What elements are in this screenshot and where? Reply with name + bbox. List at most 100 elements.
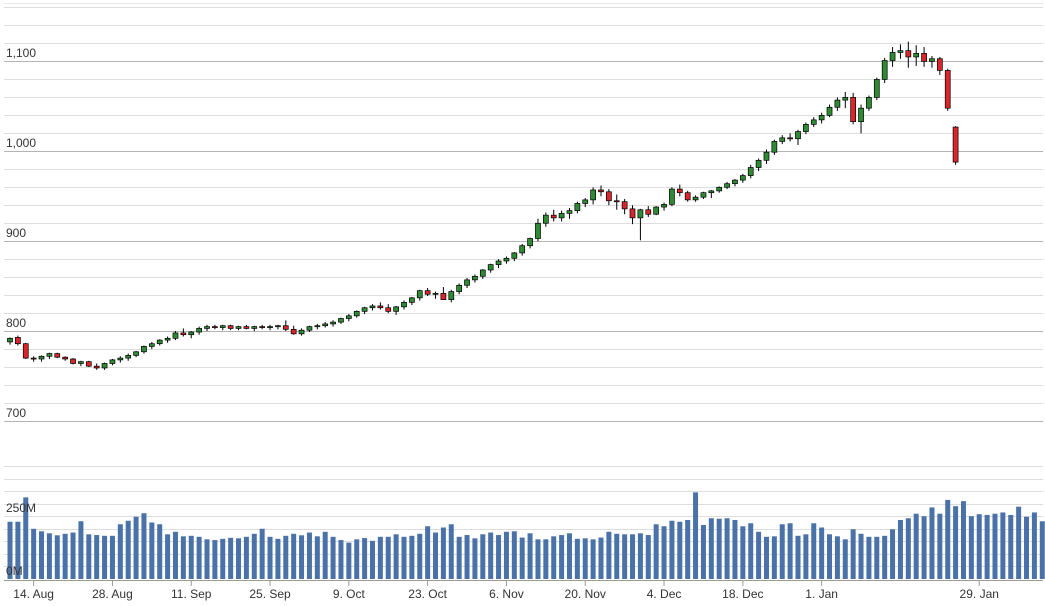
volume-bar — [330, 536, 336, 579]
candle — [669, 187, 675, 207]
candle — [850, 92, 857, 125]
candle — [881, 57, 888, 84]
candle-body — [613, 200, 620, 203]
volume-bar — [897, 519, 903, 579]
candle — [93, 363, 100, 370]
candle — [661, 202, 667, 211]
volume-bar — [953, 506, 959, 579]
candle — [448, 289, 455, 303]
volume-bar — [566, 533, 572, 579]
x-tick-label: 9. Oct — [333, 587, 366, 601]
candle — [913, 45, 920, 66]
candle-body — [771, 141, 778, 153]
candle-body — [574, 203, 581, 212]
candle-body — [787, 137, 793, 140]
candle — [338, 317, 344, 324]
volume-bar — [291, 533, 297, 579]
candle-body — [432, 293, 439, 295]
volume-bar — [78, 521, 84, 579]
candle-body — [227, 325, 234, 329]
volume-bar — [243, 536, 249, 579]
candle — [148, 341, 155, 350]
volume-bar — [133, 516, 139, 579]
candle-body — [779, 137, 786, 142]
candle-body — [156, 339, 163, 345]
volume-bar — [401, 536, 407, 579]
candle-body — [755, 159, 762, 168]
candle-body — [944, 70, 951, 109]
x-tick-label: 29. Jan — [960, 587, 999, 601]
candle — [598, 185, 604, 197]
volume-bar — [275, 538, 281, 579]
candle — [503, 256, 510, 264]
candle — [164, 336, 171, 343]
candle-body — [621, 201, 628, 210]
candle — [606, 189, 612, 206]
volume-bar — [630, 534, 636, 579]
candle-body — [30, 357, 37, 360]
volume-bar — [109, 535, 115, 579]
volume-bar — [756, 531, 762, 579]
volume-bar — [960, 501, 966, 579]
candle — [566, 207, 573, 219]
candle-body — [164, 337, 171, 341]
candle-body — [456, 284, 463, 292]
candle — [771, 139, 778, 155]
candle — [385, 304, 392, 314]
candle-body — [590, 189, 596, 201]
volume-bar — [141, 513, 147, 579]
candle-body — [259, 326, 266, 328]
volume-bar — [283, 535, 289, 579]
candle-body — [747, 167, 754, 176]
volume-bar — [204, 539, 210, 579]
candle — [377, 302, 384, 310]
candle-body — [180, 332, 187, 336]
volume-bar — [874, 536, 880, 579]
candle-body — [345, 315, 352, 319]
volume-bar — [590, 539, 596, 579]
price-tick-label: 1,100 — [6, 46, 36, 60]
candle-body — [369, 305, 376, 309]
candle-body — [125, 355, 132, 359]
price-tick-label: 900 — [6, 226, 26, 240]
candle-body — [558, 213, 565, 219]
candle-body — [440, 293, 447, 301]
candle-body — [866, 97, 872, 109]
candle-body — [204, 326, 210, 329]
candle-body — [645, 209, 652, 215]
candle-body — [598, 189, 604, 193]
x-tick-label: 20. Nov — [565, 587, 606, 601]
candle — [227, 324, 234, 331]
candle — [267, 324, 273, 331]
volume-bar — [551, 536, 557, 579]
volume-bar — [905, 518, 911, 579]
volume-bar — [1024, 516, 1030, 579]
volume-bar — [62, 533, 68, 579]
candle-body — [141, 346, 147, 353]
candle — [46, 352, 53, 359]
candle-body — [409, 297, 415, 303]
volume-bar — [732, 519, 738, 579]
candle — [101, 362, 108, 370]
candle — [787, 133, 793, 142]
candle-body — [716, 186, 723, 192]
candle-body — [385, 307, 392, 312]
candle — [873, 77, 880, 101]
candle-body — [290, 328, 297, 335]
volume-bar — [685, 519, 691, 579]
candle — [15, 335, 21, 346]
x-tick-label: 25. Sep — [249, 587, 291, 601]
volume-bar — [15, 521, 21, 579]
volume-bar — [543, 539, 549, 579]
volume-bar — [314, 536, 320, 579]
candle — [62, 356, 69, 361]
candle — [85, 360, 92, 368]
volume-bar — [102, 535, 108, 579]
candle — [487, 263, 494, 273]
candle — [732, 179, 738, 187]
candle-body — [834, 99, 841, 108]
candle-body — [479, 269, 486, 277]
candle — [156, 339, 163, 346]
volume-bar — [228, 537, 234, 579]
candle-body — [54, 353, 61, 358]
